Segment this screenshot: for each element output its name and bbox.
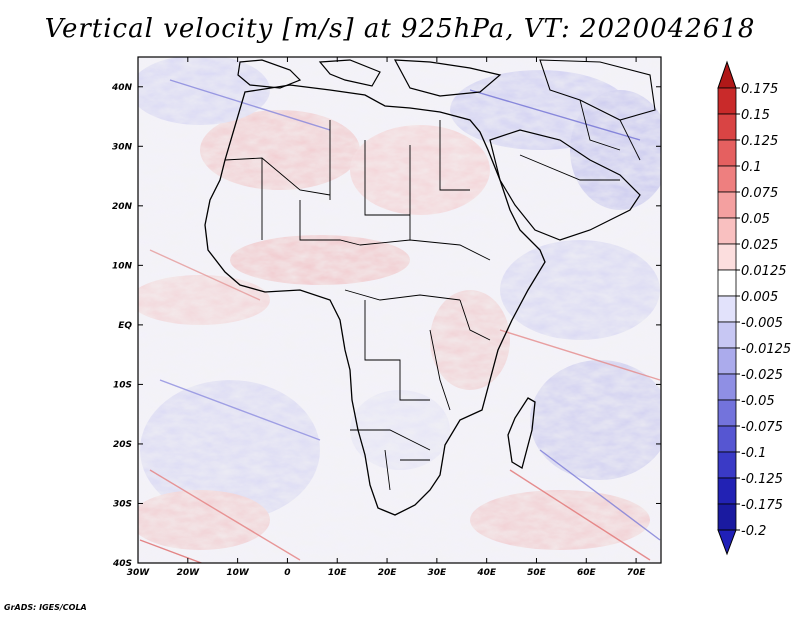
colorbar-swatch (717, 295, 737, 323)
colorbar-label: 0.125 (741, 134, 778, 149)
colorbar-label: 0.175 (741, 82, 778, 97)
lat-tick-label: 30S (113, 499, 132, 509)
lon-tick-label: 20W (177, 568, 201, 578)
colorbar-label: 0.025 (741, 238, 778, 253)
lon-tick-label: 30W (127, 568, 151, 578)
colorbar-label: 0.15 (741, 108, 770, 123)
lon-tick-label: 10W (226, 568, 250, 578)
colorbar-top-arrow (717, 60, 737, 89)
lat-tick-label: 40N (111, 83, 133, 93)
map-frame (137, 56, 662, 564)
colorbar-swatch (717, 113, 737, 141)
colorbar-swatch (717, 321, 737, 349)
colorbar-swatch (717, 425, 737, 453)
colorbar-swatch (717, 347, 737, 375)
colorbar-label: 0.1 (741, 160, 762, 175)
lon-tick-label: 40E (476, 568, 497, 578)
colorbar-swatch (717, 373, 737, 401)
velocity-field (138, 57, 661, 563)
lon-tick-label: 60E (577, 568, 597, 578)
colorbar-label: -0.05 (741, 394, 775, 409)
madagascar-coastline (507, 397, 536, 470)
chart-title: Vertical velocity [m/s] at 925hPa, VT: 2… (44, 14, 756, 44)
colorbar-swatch (717, 243, 737, 271)
colorbar-swatch (717, 477, 737, 505)
colorbar-swatch (717, 399, 737, 427)
colorbar-label: -0.0125 (741, 342, 791, 357)
lat-tick-label: 20N (112, 202, 133, 212)
colorbar-swatch (717, 87, 737, 115)
colorbar-swatch (717, 269, 737, 297)
lon-tick-label: 30E (428, 568, 448, 578)
colorbar-swatch (717, 165, 737, 193)
lon-tick-label: 0 (284, 568, 290, 578)
lat-tick-label: 10N (112, 261, 133, 271)
lat-tick-label: 10S (113, 380, 132, 390)
colorbar-label: -0.175 (741, 498, 783, 513)
colorbar-label: 0.05 (741, 212, 770, 227)
colorbar-label: -0.075 (741, 420, 783, 435)
lon-tick-label: 70E (627, 568, 647, 578)
arabia-coastline (489, 129, 641, 241)
lon-tick-label: 50E (527, 568, 547, 578)
lon-tick-label: 10E (328, 568, 348, 578)
colorbar-label: -0.1 (741, 446, 766, 461)
colorbar-label: -0.125 (741, 472, 783, 487)
lat-tick-label: 40S (112, 559, 132, 569)
colorbar: 0.175 0.15 0.125 0.1 0.075 0.05 0.025 0.0125 0.0… (717, 60, 791, 556)
europe-coastline (237, 59, 302, 89)
colorbar-swatch (717, 139, 737, 167)
country-outlines (204, 59, 656, 516)
colorbar-swatch (717, 217, 737, 245)
lat-tick-label: EQ (118, 321, 132, 331)
lon-tick-label: 20E (378, 568, 398, 578)
colorbar-swatch (717, 451, 737, 479)
colorbar-label: -0.025 (741, 368, 783, 383)
colorbar-label: -0.005 (741, 316, 783, 331)
colorbar-bottom-arrow (717, 529, 737, 556)
colorbar-label: 0.075 (741, 186, 778, 201)
lat-tick-label: 30N (112, 142, 133, 152)
colorbar-label: 0.005 (741, 290, 778, 305)
grads-credit: GrADS: IGES/COLA (4, 603, 87, 612)
colorbar-label: -0.2 (741, 524, 766, 539)
colorbar-swatch (717, 191, 737, 219)
colorbar-label: 0.0125 (741, 264, 787, 279)
africa-coastline (204, 84, 546, 516)
colorbar-swatch (717, 503, 737, 531)
lat-tick-label: 20S (113, 440, 132, 450)
